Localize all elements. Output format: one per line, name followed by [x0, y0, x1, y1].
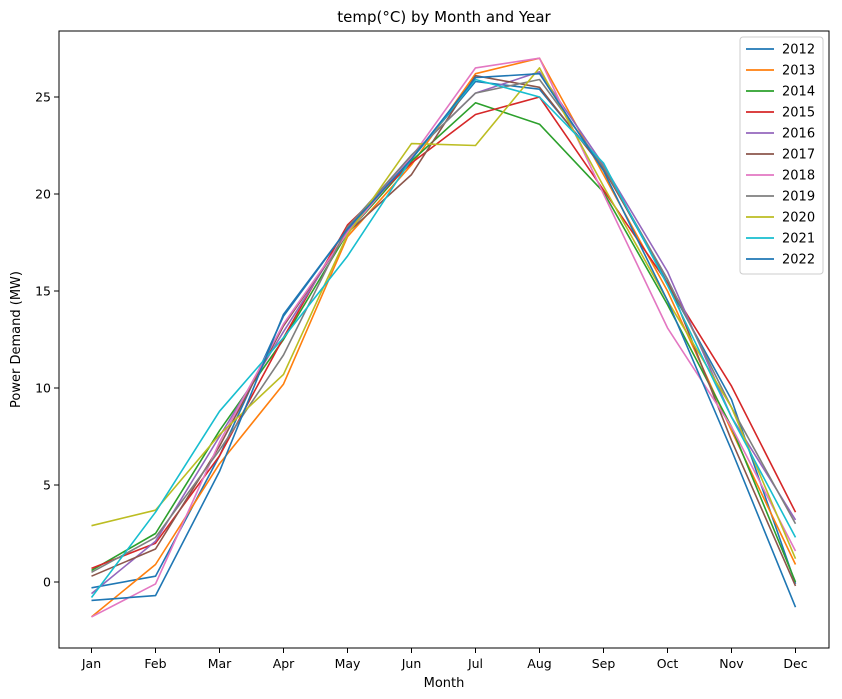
series-line-2019 — [91, 78, 797, 574]
y-tick-label: 5 — [43, 478, 51, 493]
x-tick-label: Jul — [467, 656, 483, 671]
y-tick-label: 25 — [35, 90, 51, 105]
y-tick-label: 15 — [35, 284, 51, 299]
x-tick-label: Jun — [401, 656, 422, 671]
legend-label: 2016 — [782, 127, 815, 142]
series-layer — [90, 57, 797, 618]
y-tick-label: 0 — [43, 575, 51, 590]
legend-label: 2017 — [782, 148, 815, 163]
legend-label: 2019 — [782, 190, 815, 205]
y-tick-label: 20 — [35, 187, 51, 202]
legend-label: 2012 — [782, 43, 815, 58]
y-tick-label: 10 — [35, 381, 51, 396]
series-line-2022 — [91, 72, 797, 608]
x-tick-label: Sep — [592, 656, 616, 671]
y-axis: 0 5 10 15 20 25 — [35, 90, 59, 590]
legend-label: 2021 — [782, 232, 815, 247]
x-axis: Jan Feb Mar Apr May Jun Jul Aug Sep Oct Nov Dec — [81, 648, 808, 671]
legend-label: 2022 — [782, 253, 815, 268]
legend-label: 2018 — [782, 169, 815, 184]
legend-label: 2014 — [782, 85, 815, 100]
x-tick-label: Jan — [81, 656, 101, 671]
x-tick-label: Dec — [783, 656, 807, 671]
x-tick-label: Oct — [657, 656, 679, 671]
x-tick-label: Feb — [144, 656, 166, 671]
series-line-2020 — [91, 67, 797, 560]
x-tick-label: Nov — [719, 656, 744, 671]
x-axis-label: Month — [424, 676, 465, 691]
plot-area-frame — [58, 30, 830, 649]
legend: 2012 2013 2014 2015 2016 2017 2018 2019 2020 2021… — [739, 36, 824, 275]
legend-label: 2020 — [782, 211, 815, 226]
chart-title: temp(°C) by Month and Year — [337, 8, 551, 26]
x-tick-label: Mar — [208, 656, 232, 671]
legend-label: 2013 — [782, 64, 815, 79]
legend-box — [739, 36, 824, 275]
y-axis-label: Power Demand (MW) — [9, 271, 24, 408]
x-tick-label: Aug — [527, 656, 551, 671]
legend-label: 2015 — [782, 106, 815, 121]
x-tick-label: Apr — [273, 656, 295, 671]
x-tick-label: May — [335, 656, 361, 671]
